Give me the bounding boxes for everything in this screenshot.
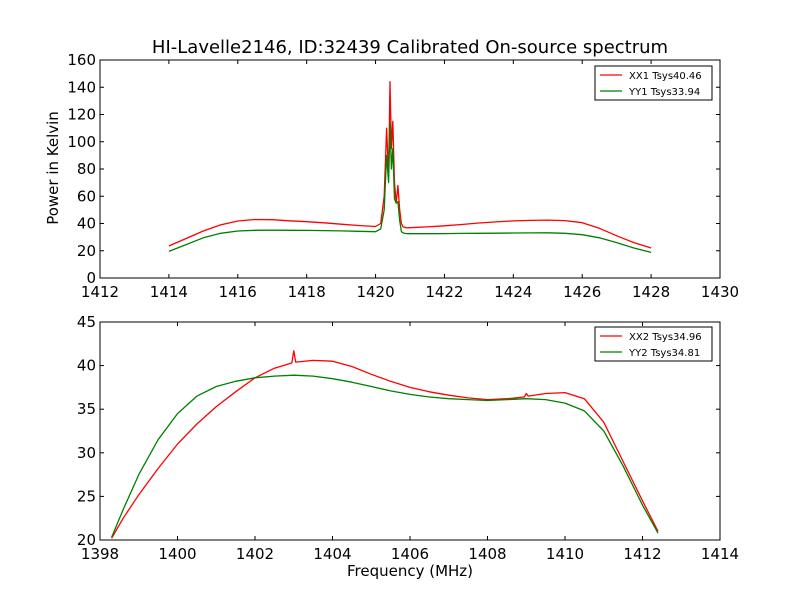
legend: XX2 Tsys34.96 YY2 Tsys34.81 bbox=[594, 326, 713, 362]
y-tick-label: 140 bbox=[67, 78, 96, 96]
x-tick-label: 1416 bbox=[219, 283, 257, 301]
y-tick-label: 20 bbox=[77, 242, 96, 260]
series-line-yy1 bbox=[168, 122, 652, 254]
x-tick-label: 1412 bbox=[623, 545, 661, 563]
series-line-yy2 bbox=[110, 374, 659, 538]
y-tick-label: 45 bbox=[77, 313, 96, 331]
legend-box bbox=[594, 65, 713, 101]
top-panel: 1412 1414 1416 1418 1420 1422 1424 1426 1428 1430… bbox=[67, 51, 739, 301]
chart-title: HI-Lavelle2146, ID:32439 Calibrated On-s… bbox=[152, 37, 668, 58]
y-axis-title: Power in Kelvin bbox=[44, 111, 62, 225]
y-tick-label: 40 bbox=[77, 357, 96, 375]
series-group bbox=[110, 350, 659, 539]
x-tick-label: 1420 bbox=[356, 283, 394, 301]
x-tick-label: 1418 bbox=[288, 283, 326, 301]
y-tick-label: 120 bbox=[67, 106, 96, 124]
y-tick-label: 160 bbox=[67, 51, 96, 69]
series-line-xx2 bbox=[111, 350, 659, 539]
series-line-xx1 bbox=[168, 81, 652, 249]
x-tick-label: 1422 bbox=[425, 283, 463, 301]
y-tick-label: 25 bbox=[77, 487, 96, 505]
x-tick-label: 1410 bbox=[546, 545, 584, 563]
x-tick-label: 1424 bbox=[494, 283, 532, 301]
bottom-panel: 1398 1400 1402 1404 1406 1408 1410 1412 1414 20 25… bbox=[77, 313, 739, 563]
y-tick-label: 60 bbox=[77, 187, 96, 205]
legend: XX1 Tsys40.46 YY1 Tsys33.94 bbox=[594, 65, 713, 101]
x-tick-label: 1400 bbox=[158, 545, 196, 563]
y-tick-label: 30 bbox=[77, 444, 96, 462]
x-tick-label: 1430 bbox=[701, 283, 739, 301]
x-tick-label: 1408 bbox=[468, 545, 506, 563]
x-tick-label: 1404 bbox=[313, 545, 351, 563]
y-tick-label: 20 bbox=[77, 531, 96, 549]
y-tick-label: 40 bbox=[77, 215, 96, 233]
legend-label: XX1 Tsys40.46 bbox=[629, 71, 702, 82]
x-tick-label: 1414 bbox=[701, 545, 739, 563]
x-axis-title: Frequency (MHz) bbox=[347, 562, 473, 580]
legend-label: XX2 Tsys34.96 bbox=[629, 332, 702, 343]
y-tick-label: 80 bbox=[77, 160, 96, 178]
legend-label: YY1 Tsys33.94 bbox=[628, 87, 700, 98]
y-tick-label: 35 bbox=[77, 400, 96, 418]
y-tick-label: 0 bbox=[86, 269, 96, 287]
x-tick-label: 1398 bbox=[81, 545, 119, 563]
x-tick-label: 1412 bbox=[81, 283, 119, 301]
x-tick-label: 1426 bbox=[563, 283, 601, 301]
legend-box bbox=[594, 326, 713, 362]
y-tick-label: 100 bbox=[67, 133, 96, 151]
x-tick-label: 1414 bbox=[150, 283, 188, 301]
x-tick-label: 1402 bbox=[236, 545, 274, 563]
series-group bbox=[168, 81, 652, 254]
legend-label: YY2 Tsys34.81 bbox=[628, 348, 700, 359]
x-tick-label: 1428 bbox=[632, 283, 670, 301]
x-tick-label: 1406 bbox=[391, 545, 429, 563]
